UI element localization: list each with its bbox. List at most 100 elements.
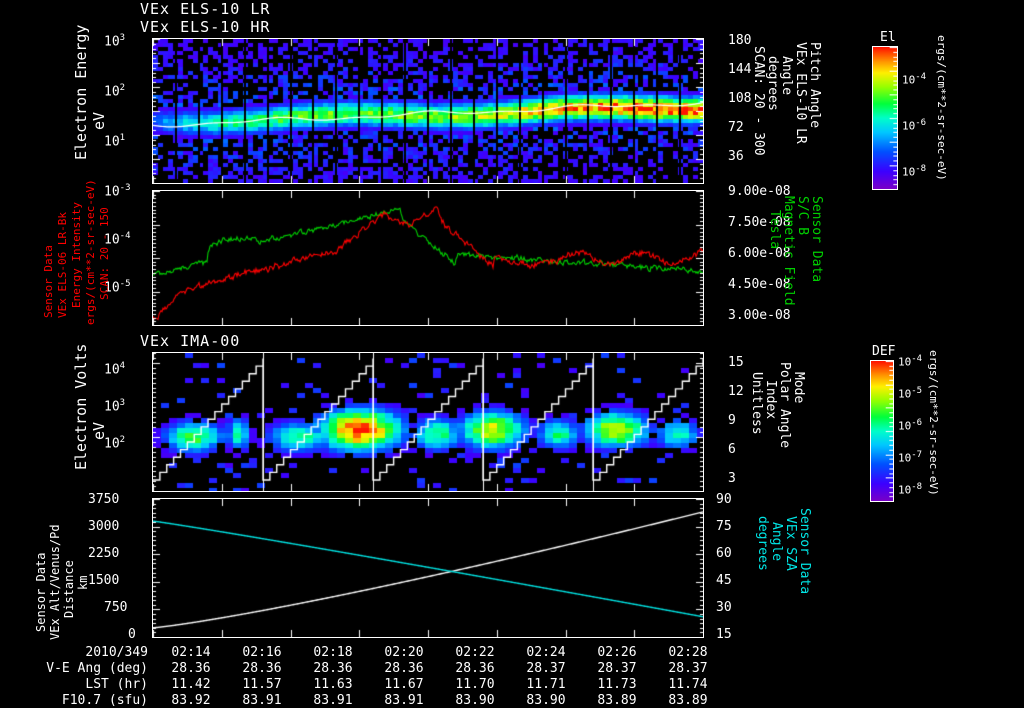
panel2-ytick-right-0: 9.00e-08 [728,184,791,199]
panel1-spectrogram-canvas [153,39,703,183]
panel4-left-label-2: Distance [62,560,76,618]
panel3-ytick-right-1: 12 [728,384,744,399]
time-table-cell-f107-1: 83.91 [242,693,282,708]
panel4-ytick-5: 0 [128,627,136,642]
time-table-cell-f107-0: 83.92 [171,693,211,708]
panel4-left-label-0: Sensor Data [34,552,48,632]
time-table-row-label-3: F10.7 (sfu) [61,693,148,708]
panel2-plot-area[interactable] [152,190,704,326]
panel4-ytick-right-0: 90 [716,492,732,507]
panel2-right-label-0: Sensor Data [809,196,824,283]
panel1-plot-area[interactable] [152,38,704,184]
panel2-right-label-1: S/C B [795,196,810,236]
panel2-left-label-4: SCAN: 20 - 150 [98,207,111,300]
time-table-cell-lst-5: 11.71 [526,677,566,692]
panel2-left-label-2: Energy Intensity [70,202,83,308]
time-table-cell-lst-4: 11.70 [455,677,495,692]
colorbar-el-label: El [880,30,896,45]
colorbar-def-tick-2: 10-6 [898,418,923,433]
panel4-ytick-2: 2250 [88,546,120,561]
time-table-cell-ve_ang-4: 28.36 [455,661,495,676]
time-table-cell-time-6: 02:26 [597,645,637,660]
time-table-cell-time-3: 02:20 [384,645,424,660]
colorbar-def-tick-3: 10-7 [898,450,923,465]
panel4-ytick-right-2: 60 [716,546,732,561]
panel2-line-canvas [153,191,703,325]
time-table-cell-lst-1: 11.57 [242,677,282,692]
time-table-cell-ve_ang-3: 28.36 [384,661,424,676]
panel1-right-label-3: degrees [765,56,780,111]
time-table-cell-time-1: 02:16 [242,645,282,660]
time-table-cell-ve_ang-5: 28.37 [526,661,566,676]
time-table-cell-time-4: 02:22 [455,645,495,660]
panel1-ytick-right-4: 36 [728,149,744,164]
panel4-ytick-right-4: 30 [716,600,732,615]
panel2-ytick-2: 10-5 [104,279,131,296]
panel1-title-lr: VEx ELS-10 LR [140,0,271,18]
panel3-right-label-3: Unitless [749,372,764,435]
time-table-cell-lst-0: 11.42 [171,677,211,692]
panel4-line-canvas [153,499,703,637]
colorbar-def-tick-1: 10-5 [898,386,923,401]
panel4-ytick-right-5: 15 [716,627,732,642]
panel4-plot-area[interactable] [152,498,704,638]
time-table-cell-time-5: 02:24 [526,645,566,660]
panel3-ytick-right-0: 15 [728,355,744,370]
panel2-right-label-2: Magnetic Field [781,196,796,306]
time-table-cell-lst-2: 11.63 [313,677,353,692]
panel3-title: VEx IMA-00 [140,332,241,350]
panel2-ytick-1: 10-4 [104,231,131,248]
panel1-ytick-0: 103 [104,33,126,50]
panel3-right-label-1: Polar Angle [777,362,792,449]
panel4-ytick-1: 3000 [88,519,120,534]
colorbar-el-tick-2: 10-8 [902,164,927,179]
panel3-plot-area[interactable] [152,352,704,492]
time-table-cell-f107-6: 83.89 [597,693,637,708]
time-table-cell-ve_ang-6: 28.37 [597,661,637,676]
colorbar-el-tick-0: 10-4 [902,72,927,87]
panel4-ytick-4: 750 [104,600,128,615]
panel2-ytick-0: 10-3 [104,183,131,200]
panel3-ytick-right-3: 6 [728,442,736,457]
time-table-row-label-0: 2010/349 [85,645,148,660]
panel2-left-label-1: VEx ELS-06 LR-Bk [56,212,69,318]
time-table-cell-ve_ang-2: 28.36 [313,661,353,676]
time-table-cell-f107-5: 83.90 [526,693,566,708]
panel3-ytick-right-4: 3 [728,471,736,486]
panel1-right-label-1: VEx ELS-10 LR [793,42,808,144]
panel4-right-label-1: VEx SZA [783,516,798,571]
panel1-ytick-2: 101 [104,133,126,150]
time-table-cell-lst-7: 11.74 [668,677,708,692]
colorbar-el-tick-1: 10-6 [902,118,927,133]
panel1-ytick-right-0: 180 [728,33,752,48]
time-table-cell-ve_ang-0: 28.36 [171,661,211,676]
panel3-ytick-1: 103 [104,398,126,415]
time-table-row-label-2: LST (hr) [85,677,148,692]
time-table-cell-lst-3: 11.67 [384,677,424,692]
time-table-cell-f107-2: 83.91 [313,693,353,708]
panel1-ytick-right-1: 144 [728,62,752,77]
panel4-ytick-right-3: 45 [716,573,732,588]
panel1-right-label-0: Pitch Angle [807,42,822,129]
colorbar-def-gradient [870,360,894,502]
panel3-y-axis-label: Electron Volts [72,343,90,470]
time-table-cell-time-7: 02:28 [668,645,708,660]
panel4-right-label-3: degrees [755,516,770,571]
panel2-ytick-right-3: 4.50e-08 [728,277,791,292]
panel1-right-label-2: Angle [779,56,794,96]
panel4-ytick-0: 3750 [88,492,120,507]
panel1-ytick-right-2: 108 [728,91,752,106]
panel4-left-label-1: VEx Alt/Venus/Pd [48,524,62,640]
panel1-title-hr: VEx ELS-10 HR [140,18,271,36]
panel3-ytick-2: 102 [104,435,126,452]
time-table-cell-ve_ang-7: 28.37 [668,661,708,676]
panel2-left-label-0: Sensor Data [42,245,55,318]
panel1-ytick-1: 102 [104,83,126,100]
panel2-ytick-right-1: 7.50e-08 [728,215,791,230]
time-table-row-label-1: V-E Ang (deg) [46,661,148,676]
panel1-y-axis-unit: eV [90,111,108,130]
colorbar-def-tick-4: 10-8 [898,482,923,497]
time-table-cell-time-2: 02:18 [313,645,353,660]
colorbar-el-gradient [872,46,898,190]
